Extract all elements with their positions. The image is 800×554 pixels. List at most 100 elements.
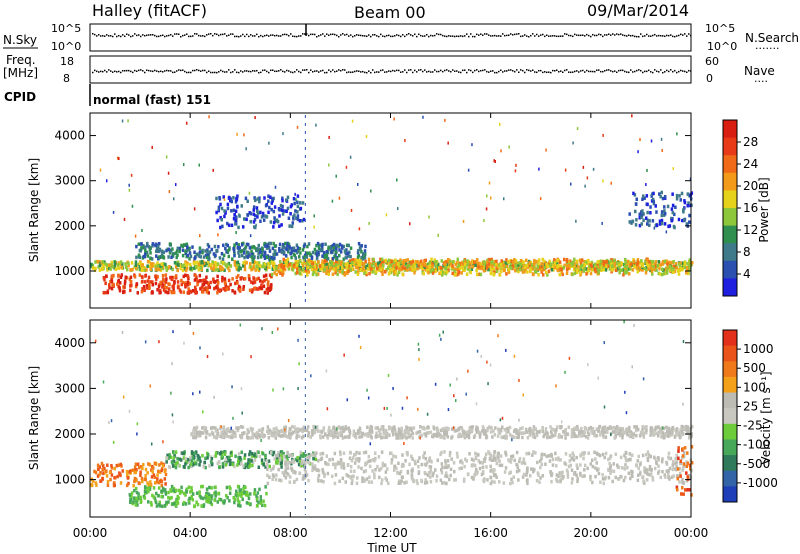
- heatmap-cell: [368, 262, 371, 266]
- heatmap-cell: [509, 455, 513, 459]
- heatmap-cell: [374, 467, 377, 472]
- heatmap-cell: [214, 451, 218, 455]
- heatmap-cell: [198, 163, 201, 167]
- heatmap-cell: [682, 450, 686, 455]
- heatmap-cell: [238, 265, 241, 270]
- heatmap-cell: [207, 244, 211, 249]
- heatmap-cell: [523, 461, 527, 466]
- heatmap-cell: [100, 266, 104, 271]
- freq-point: [272, 69, 274, 71]
- heatmap-cell: [492, 263, 495, 267]
- heatmap-cell: [423, 262, 426, 267]
- freq-point: [672, 70, 674, 73]
- heatmap-cell: [147, 500, 150, 504]
- heatmap-cell: [331, 199, 334, 203]
- heatmap-cell: [275, 459, 278, 463]
- freq-point: [556, 69, 558, 71]
- heatmap-cell: [544, 270, 548, 275]
- heatmap-cell: [226, 243, 229, 248]
- heatmap-cell: [279, 203, 283, 208]
- heatmap-cell: [559, 264, 563, 269]
- heatmap-cell: [601, 221, 603, 225]
- heatmap-cell: [401, 272, 404, 276]
- heatmap-cell: [237, 455, 240, 460]
- heatmap-cell: [319, 248, 323, 252]
- heatmap-cell: [143, 252, 147, 256]
- heatmap-cell: [413, 270, 416, 275]
- heatmap-cell: [130, 261, 134, 265]
- heatmap-cell: [255, 287, 258, 291]
- heatmap-cell: [305, 455, 309, 460]
- noise-point: [556, 35, 558, 38]
- heatmap-cell: [157, 502, 161, 507]
- heatmap-cell: [248, 461, 252, 465]
- heatmap-cell: [163, 503, 167, 508]
- heatmap-cell: [287, 249, 290, 254]
- heatmap-cell: [211, 260, 214, 264]
- heatmap-cell: [235, 492, 239, 496]
- heatmap-cell: [302, 217, 306, 222]
- heatmap-cell: [633, 265, 637, 269]
- noise-point: [264, 34, 266, 37]
- freq-point: [254, 70, 256, 72]
- noise-point: [444, 35, 446, 37]
- freq-point: [186, 71, 188, 74]
- heatmap-cell: [248, 277, 251, 282]
- heatmap-cell: [185, 121, 188, 125]
- heatmap-cell: [290, 246, 293, 251]
- freq-point: [516, 69, 518, 71]
- heatmap-cell: [302, 459, 305, 464]
- heatmap-cell: [511, 480, 514, 485]
- heatmap-cell: [409, 267, 412, 271]
- noise-point: [150, 34, 152, 36]
- heatmap-cell: [143, 485, 147, 490]
- heatmap-cell: [103, 466, 106, 471]
- heatmap-cell: [176, 456, 179, 461]
- heatmap-cell: [588, 265, 592, 269]
- heatmap-cell: [665, 259, 668, 263]
- freq-point: [548, 71, 550, 73]
- noise-point: [610, 34, 612, 36]
- heatmap-cell: [202, 262, 205, 266]
- heatmap-cell: [596, 262, 600, 266]
- heatmap-cell: [157, 264, 161, 268]
- heatmap-cell: [146, 264, 149, 268]
- freq-point: [190, 71, 192, 74]
- heatmap-cell: [237, 286, 240, 291]
- heatmap-cell: [342, 451, 346, 455]
- heatmap-cell: [458, 266, 462, 270]
- heatmap-cell: [385, 213, 388, 217]
- heatmap-cell: [121, 262, 124, 266]
- heatmap-cell: [317, 479, 320, 483]
- heatmap-cell: [672, 264, 676, 269]
- heatmap-cell: [385, 267, 388, 272]
- noise-tick-right-top: 10^5: [705, 22, 735, 35]
- heatmap-cell: [189, 254, 193, 259]
- heatmap-cell: [363, 479, 367, 483]
- freq-point: [354, 70, 356, 73]
- heatmap-cell: [111, 264, 114, 269]
- heatmap-cell: [593, 267, 597, 272]
- heatmap-cell: [145, 284, 149, 288]
- heatmap-cell: [572, 458, 576, 462]
- heatmap-cell: [449, 467, 453, 472]
- heatmap-cell: [493, 472, 496, 477]
- freq-point: [130, 70, 132, 73]
- heatmap-cell: [532, 450, 535, 454]
- heatmap-cell: [264, 458, 267, 462]
- heatmap-cell: [304, 268, 308, 273]
- heatmap-cell: [429, 269, 433, 274]
- heatmap-cell: [134, 234, 137, 238]
- heatmap-cell: [345, 248, 348, 252]
- heatmap-cell: [249, 234, 252, 238]
- heatmap-cell: [537, 260, 540, 264]
- heatmap-cell: [246, 493, 250, 498]
- heatmap-cell: [176, 280, 180, 284]
- heatmap-cell: [202, 464, 205, 469]
- freq-point: [428, 70, 430, 73]
- heatmap-cell: [649, 472, 653, 476]
- heatmap-cell: [549, 266, 553, 270]
- heatmap-cell: [424, 456, 428, 461]
- heatmap-cell: [93, 268, 97, 272]
- heatmap-cell: [635, 197, 638, 201]
